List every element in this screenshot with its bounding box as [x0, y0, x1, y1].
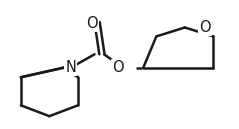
- Text: O: O: [113, 60, 124, 75]
- Text: O: O: [199, 20, 211, 35]
- Text: N: N: [65, 60, 76, 75]
- Text: O: O: [86, 15, 98, 31]
